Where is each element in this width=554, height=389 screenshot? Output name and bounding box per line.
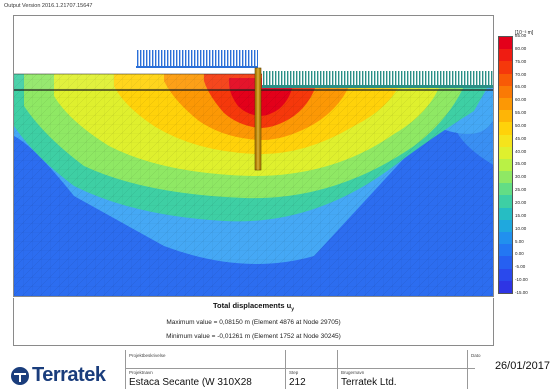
legend-swatch <box>499 256 512 269</box>
legend-tick: 80.00 <box>515 45 527 51</box>
displacement-contour-plot <box>14 50 493 296</box>
legend-swatch <box>499 195 512 208</box>
terratek-logo: Terratek <box>10 364 120 388</box>
project-cell: Projektbeskrivelse Projektnavn Estaca Se… <box>125 350 285 389</box>
legend-tick: 70.00 <box>515 71 527 77</box>
legend-tick: 10.00 <box>515 225 527 231</box>
color-legend: [10⁻³ m] 85.00 80.00 75.00 70.00 65.00 60.00 5… <box>498 30 553 295</box>
legend-swatch <box>499 85 512 98</box>
legend-swatch <box>499 122 512 135</box>
legend-tick: 30.00 <box>515 174 527 180</box>
step-cell: Step 212 <box>285 350 337 389</box>
legend-swatch <box>499 134 512 147</box>
legend-tick: 65.00 <box>515 84 527 90</box>
legend-swatch <box>499 61 512 74</box>
finite-element-mesh <box>14 74 493 296</box>
step-label: Step <box>289 370 299 375</box>
legend-swatch <box>499 183 512 196</box>
legend-color-bar <box>498 36 513 294</box>
legend-tick: 85.00 <box>515 33 527 38</box>
date-value: 26/01/2017 <box>494 360 550 372</box>
legend-swatch <box>499 244 512 257</box>
title-block: Terratek Projektbeskrivelse Projektnavn … <box>0 350 554 389</box>
legend-tick: 15.00 <box>515 212 527 218</box>
legend-tick: 40.00 <box>515 148 527 154</box>
legend-swatch <box>499 146 512 159</box>
surcharge-load <box>136 50 258 68</box>
legend-tick: -15.00 <box>515 289 528 295</box>
plot-caption: Total displacements uy Maximum value = 0… <box>13 298 494 346</box>
legend-tick: 60.00 <box>515 97 527 103</box>
legend-swatch <box>499 171 512 184</box>
project-desc-label: Projektbeskrivelse <box>129 353 166 358</box>
legend-swatch <box>499 37 512 50</box>
legend-tick: 25.00 <box>515 187 527 193</box>
legend-tick: 5.00 <box>515 238 524 244</box>
user-value: Terratek Ltd. <box>341 377 397 388</box>
legend-swatch <box>499 268 512 281</box>
legend-ticks: 85.00 80.00 75.00 70.00 65.00 60.00 55.00 50.00… <box>515 33 528 295</box>
user-label: Brugernavn <box>341 370 365 375</box>
legend-tick: 20.00 <box>515 199 527 205</box>
legend-swatch <box>499 73 512 86</box>
terratek-logo-icon <box>11 367 29 385</box>
legend-tick: 35.00 <box>515 161 527 167</box>
caption-max-value: Maximum value = 0,08150 m (Element 4876 … <box>166 319 341 326</box>
caption-title: Total displacements uy <box>213 301 294 313</box>
legend-unit: [10⁻³ m] <box>515 30 534 36</box>
legend-swatch <box>499 219 512 232</box>
date-cell: Dato 26/01/2017 <box>467 350 554 389</box>
legend-swatch <box>499 280 512 293</box>
legend-tick: 45.00 <box>515 135 527 141</box>
legend-tick: 50.00 <box>515 122 527 128</box>
legend-swatch <box>499 49 512 62</box>
step-value: 212 <box>289 377 306 388</box>
distributed-load <box>262 71 493 87</box>
project-name-label: Projektnavn <box>129 370 153 375</box>
legend-swatch <box>499 110 512 123</box>
caption-min-value: Minimum value = -0,01261 m (Element 1752… <box>166 333 341 340</box>
logo-text: Terratek <box>32 364 106 386</box>
legend-swatch <box>499 232 512 245</box>
legend-tick: 75.00 <box>515 58 527 64</box>
legend-swatch <box>499 207 512 220</box>
legend-swatch <box>499 158 512 172</box>
project-name: Estaca Secante (W 310X28 <box>129 377 252 388</box>
output-version-text: Output Version 2016.1.21707.15647 <box>4 3 93 9</box>
plot-area <box>13 15 494 297</box>
legend-swatch <box>499 97 512 111</box>
date-label: Dato <box>471 353 481 358</box>
legend-tick: 0.00 <box>515 251 524 257</box>
legend-tick: -5.00 <box>515 264 526 270</box>
user-cell: Brugernavn Terratek Ltd. <box>337 350 467 389</box>
legend-tick: 55.00 <box>515 110 527 116</box>
legend-tick: -10.00 <box>515 277 528 283</box>
